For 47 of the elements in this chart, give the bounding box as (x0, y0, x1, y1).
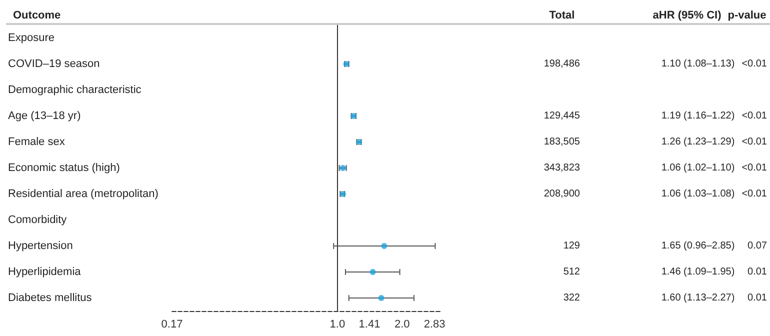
x-tick-label: 1.41 (358, 318, 380, 330)
y-axis-title: Outcome (13, 10, 61, 22)
y-tick-label: Economic status (high) (8, 162, 120, 174)
x-tick-label: 1.0 (330, 318, 346, 330)
y-tick-label: Exposure (8, 32, 54, 44)
category-label: <0.01 (742, 188, 768, 200)
y-tick-label: Diabetes mellitus (8, 292, 92, 304)
category-label: <0.01 (742, 162, 768, 174)
y-tick-label: Demographic characteristic (8, 84, 142, 96)
y-tick-label: Hyperlipidemia (8, 266, 82, 278)
text: aHR (95% CI) (652, 10, 722, 22)
category-label: 0.01 (748, 266, 768, 278)
category-label: 208,900 (544, 188, 580, 200)
category-label: <0.01 (742, 58, 768, 70)
category-label: 343,823 (544, 162, 580, 174)
category-label: 1.19 (1.16–1.22) (661, 110, 735, 122)
category-label: 1.10 (1.08–1.13) (661, 58, 735, 70)
point (378, 295, 384, 301)
category-label: 1.06 (1.03–1.08) (661, 188, 735, 200)
category-label: <0.01 (742, 110, 768, 122)
x-tick-label: 2.0 (394, 318, 410, 330)
x-tick-label: 0.17 (161, 318, 183, 330)
category-label: 129,445 (544, 110, 580, 122)
y-tick-label: Comorbidity (8, 214, 68, 226)
category-label: 512 (563, 266, 580, 278)
point (370, 269, 376, 275)
y-tick-label: COVID–19 season (8, 58, 100, 70)
category-label: 198,486 (544, 58, 580, 70)
category-label: 1.60 (1.13–2.27) (661, 292, 735, 304)
category-label: 183,505 (544, 136, 580, 148)
category-label: 0.07 (748, 240, 768, 252)
category-label: 0.01 (748, 292, 768, 304)
category-label: 129 (563, 240, 580, 252)
category-label: 1.65 (0.96–2.85) (661, 240, 735, 252)
text: Total (549, 10, 575, 22)
y-tick-label: Hypertension (8, 240, 73, 252)
y-tick-label: Age (13–18 yr) (8, 110, 81, 122)
x-tick-label: 2.83 (424, 318, 446, 330)
category-label: 1.26 (1.23–1.29) (661, 136, 735, 148)
y-tick-label: Female sex (8, 136, 66, 148)
category-label: <0.01 (742, 136, 768, 148)
y-tick-label: Residential area (metropolitan) (8, 188, 158, 200)
category-label: 322 (563, 292, 580, 304)
point (381, 243, 388, 249)
text: p-value (728, 10, 766, 22)
category-label: 1.46 (1.09–1.95) (661, 266, 735, 278)
category-label: 1.06 (1.02–1.10) (661, 162, 735, 174)
